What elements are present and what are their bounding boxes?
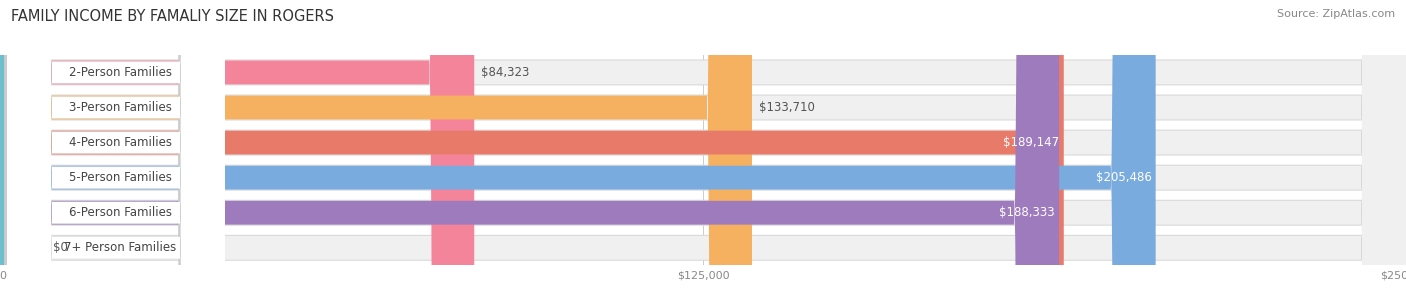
- FancyBboxPatch shape: [7, 0, 225, 305]
- FancyBboxPatch shape: [4, 0, 222, 305]
- Text: Source: ZipAtlas.com: Source: ZipAtlas.com: [1277, 9, 1395, 19]
- FancyBboxPatch shape: [4, 0, 222, 305]
- FancyBboxPatch shape: [7, 0, 225, 305]
- FancyBboxPatch shape: [4, 0, 222, 305]
- Text: 3-Person Families: 3-Person Families: [69, 101, 172, 114]
- FancyBboxPatch shape: [0, 0, 1064, 305]
- Text: FAMILY INCOME BY FAMALIY SIZE IN ROGERS: FAMILY INCOME BY FAMALIY SIZE IN ROGERS: [11, 9, 335, 24]
- Text: $205,486: $205,486: [1095, 171, 1152, 184]
- Text: 4-Person Families: 4-Person Families: [69, 136, 172, 149]
- Text: $133,710: $133,710: [759, 101, 815, 114]
- FancyBboxPatch shape: [7, 0, 225, 305]
- FancyBboxPatch shape: [0, 0, 752, 305]
- Text: $84,323: $84,323: [481, 66, 530, 79]
- FancyBboxPatch shape: [0, 0, 45, 305]
- FancyBboxPatch shape: [7, 0, 225, 305]
- Text: 2-Person Families: 2-Person Families: [69, 66, 172, 79]
- FancyBboxPatch shape: [4, 0, 222, 305]
- Text: $189,147: $189,147: [1004, 136, 1060, 149]
- Text: 5-Person Families: 5-Person Families: [69, 171, 172, 184]
- FancyBboxPatch shape: [0, 0, 1156, 305]
- FancyBboxPatch shape: [0, 0, 1059, 305]
- FancyBboxPatch shape: [7, 0, 225, 305]
- FancyBboxPatch shape: [7, 0, 225, 305]
- Text: 6-Person Families: 6-Person Families: [69, 206, 172, 219]
- FancyBboxPatch shape: [4, 0, 222, 305]
- Text: $188,333: $188,333: [1000, 206, 1054, 219]
- FancyBboxPatch shape: [4, 0, 222, 305]
- Text: 7+ Person Families: 7+ Person Families: [65, 241, 177, 254]
- Text: $0: $0: [53, 241, 69, 254]
- FancyBboxPatch shape: [0, 0, 474, 305]
